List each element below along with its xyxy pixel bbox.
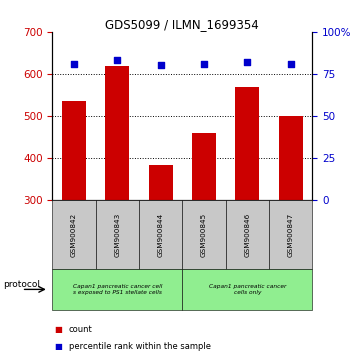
Title: GDS5099 / ILMN_1699354: GDS5099 / ILMN_1699354 xyxy=(105,18,259,31)
Bar xyxy=(149,165,173,200)
Point xyxy=(158,63,164,68)
Text: ■: ■ xyxy=(54,325,62,334)
Text: Capan1 pancreatic cancer
cells only: Capan1 pancreatic cancer cells only xyxy=(209,284,286,295)
Text: percentile rank within the sample: percentile rank within the sample xyxy=(69,342,210,352)
Text: protocol: protocol xyxy=(4,280,40,289)
Point xyxy=(71,61,77,67)
Text: GSM900846: GSM900846 xyxy=(244,212,250,257)
Point xyxy=(201,61,207,67)
Bar xyxy=(192,133,216,200)
Text: ■: ■ xyxy=(54,342,62,352)
Text: count: count xyxy=(69,325,92,334)
Bar xyxy=(279,116,303,200)
Text: GSM900847: GSM900847 xyxy=(288,212,293,257)
Bar xyxy=(235,87,259,200)
Point xyxy=(288,61,293,67)
Text: GSM900845: GSM900845 xyxy=(201,212,207,257)
Point xyxy=(244,59,250,65)
Bar xyxy=(62,101,86,200)
Text: GSM900842: GSM900842 xyxy=(71,212,77,257)
Text: GSM900843: GSM900843 xyxy=(114,212,120,257)
Text: GSM900844: GSM900844 xyxy=(158,212,164,257)
Point xyxy=(114,58,120,63)
Text: Capan1 pancreatic cancer cell
s exposed to PS1 stellate cells: Capan1 pancreatic cancer cell s exposed … xyxy=(73,284,162,295)
Bar xyxy=(105,66,129,200)
